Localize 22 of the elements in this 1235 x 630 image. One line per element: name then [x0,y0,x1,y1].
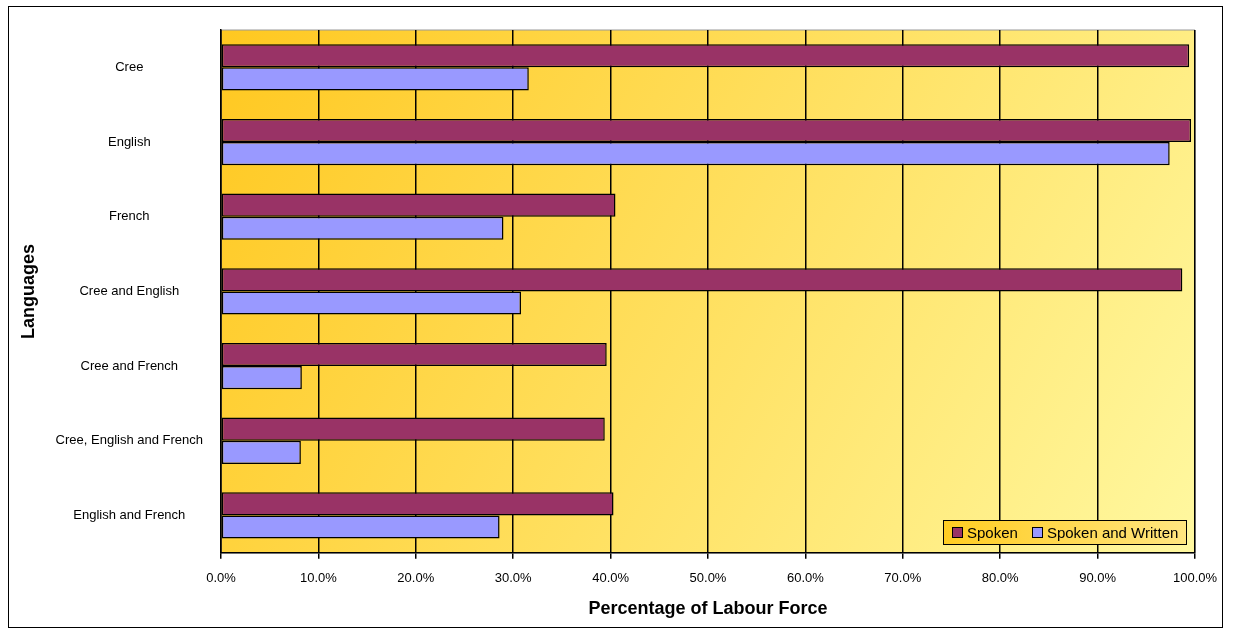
x-tick-label: 90.0% [1079,570,1117,586]
x-tick-label: 100.0% [1172,570,1218,586]
legend-label: Spoken and Written [1045,523,1179,541]
x-tick-label: 60.0% [786,570,825,586]
y-tick-label: English [107,133,151,149]
y-tick-label: English and French [73,507,186,523]
x-axis-title: Percentage of Labour Force [588,598,828,619]
x-tick-label: 20.0% [397,570,435,586]
x-tick-label: 80.0% [981,570,1020,586]
y-tick-label: Cree [115,58,144,74]
x-tick-label: 0.0% [206,570,237,586]
text: Spoken [966,523,1018,541]
x-tick-label: 10.0% [299,570,338,586]
y-tick-label: French [109,208,150,224]
y-axis-title: Languages [17,243,38,339]
y-tick-label: Cree and English [79,282,180,298]
y-tick-label: Cree and French [80,357,179,373]
x-tick-label: 70.0% [884,570,922,586]
y-tick-label: Cree, English and French [55,432,204,448]
x-tick-label: 40.0% [592,570,630,586]
x-tick-label: 50.0% [689,570,727,586]
x-tick-label: 30.0% [494,570,533,586]
